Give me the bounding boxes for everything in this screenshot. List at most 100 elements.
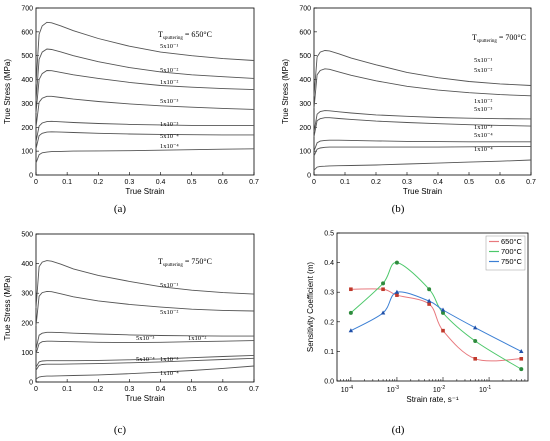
- x-tick-label: 0.5: [187, 386, 197, 393]
- y-tick-label: 0.0: [324, 379, 334, 386]
- x-tick-label: 0.6: [495, 179, 505, 186]
- x-tick-label: 0: [34, 386, 38, 393]
- y-axis-label: True Stress (MPa): [281, 59, 290, 124]
- temperature-annotation: Tsputtering = 750°C: [158, 257, 212, 268]
- series-line: [35, 365, 255, 380]
- series-line: [35, 290, 255, 326]
- temperature-annotation: Tsputtering = 700°C: [472, 33, 526, 44]
- panel-label: (a): [114, 203, 127, 215]
- series-label: 1x10⁻²: [474, 98, 492, 105]
- series-label: 5x10⁻²: [160, 309, 178, 316]
- temperature-annotation: Tsputtering = 650°C: [158, 30, 212, 41]
- x-tick-label: 10-2: [433, 385, 445, 394]
- y-tick-label: 700: [21, 6, 33, 13]
- x-tick-label: 0.1: [340, 179, 350, 186]
- x-axis-label: Strain rate, s⁻¹: [406, 395, 459, 404]
- y-tick-label: 300: [21, 101, 33, 108]
- y-axis-label: True Stress (MPa): [3, 275, 12, 340]
- x-tick-label: 0.4: [156, 386, 166, 393]
- data-point: [394, 260, 399, 265]
- data-point: [519, 357, 524, 361]
- data-point: [519, 349, 524, 353]
- y-tick-label: 700: [299, 6, 311, 13]
- x-tick-label: 0.6: [218, 386, 228, 393]
- series-label: 5x10⁻²: [160, 67, 178, 74]
- y-tick-label: 0: [307, 173, 311, 180]
- series-line: [350, 288, 522, 362]
- panel-label: (b): [392, 203, 405, 215]
- y-tick-label: 0.5: [324, 231, 334, 238]
- series-label: 1x10⁻³: [474, 124, 492, 131]
- y-tick-label: 200: [299, 125, 311, 132]
- series-label: 5x10⁻²: [474, 67, 492, 74]
- data-point: [395, 293, 399, 297]
- data-point: [473, 325, 478, 330]
- y-tick-label: 400: [21, 261, 33, 268]
- series-line: [35, 148, 255, 164]
- y-axis-label: True Stress (MPa): [3, 59, 12, 124]
- series-line: [35, 48, 255, 102]
- y-tick-label: 100: [21, 149, 33, 156]
- data-point: [519, 367, 524, 372]
- legend-box: [485, 235, 526, 271]
- chart-panel-b: 0 0.1 0.2 0.3 0.4 0.5 0.6 0.7 0 100 200 300 400 500 60…: [281, 6, 536, 216]
- data-point: [427, 302, 431, 306]
- series-line: [35, 21, 255, 85]
- y-tick-label: 0.4: [324, 260, 334, 267]
- series-line: [313, 145, 532, 157]
- y-tick-label: 0: [29, 173, 33, 180]
- panel-label: (d): [392, 424, 405, 436]
- x-tick-label: 0.7: [249, 386, 259, 393]
- series-label: 1x10⁻²: [160, 79, 178, 86]
- series-line: [313, 159, 532, 171]
- y-tick-label: 200: [21, 320, 33, 327]
- x-tick-label: 0.3: [402, 179, 412, 186]
- series-line: [35, 120, 254, 142]
- series-label: 5x10⁻⁴: [160, 133, 179, 140]
- y-axis-label: Sensitivity Coefficient (m): [306, 262, 315, 352]
- x-tick-label: 10-4: [341, 385, 353, 394]
- series-line: [35, 354, 255, 368]
- x-axis-label: True Strain: [403, 187, 442, 196]
- x-tick-label: 0.2: [93, 179, 103, 186]
- series-line: [35, 131, 254, 149]
- y-tick-label: 100: [299, 149, 311, 156]
- x-tick-label: 0.3: [125, 386, 135, 393]
- series-label: 1x10⁻³: [160, 356, 178, 363]
- series-label: 5x10⁻³: [474, 106, 492, 113]
- chart-panel-a: 0 0.1 0.2 0.3 0.4 0.5 0.6 0.7 0 100 200 300 400 500 60…: [3, 6, 259, 216]
- chart-panel-c: 0 0.1 0.2 0.3 0.4 0.5 0.6 0.7 0 100 200 300 400 500 Tr…: [3, 232, 259, 437]
- y-tick-label: 0.1: [324, 349, 334, 356]
- series-line: [35, 331, 254, 350]
- series-label: 1x10⁻⁴: [160, 370, 179, 377]
- legend-entry: 750°C: [501, 257, 523, 266]
- series-line: [313, 110, 532, 133]
- x-axis-label: True Strain: [125, 394, 164, 403]
- x-tick-label: 0.1: [62, 386, 72, 393]
- x-tick-label: 0.7: [249, 179, 259, 186]
- series-line: [35, 260, 255, 309]
- y-tick-label: 500: [299, 53, 311, 60]
- series-label: 5x10⁻¹: [160, 43, 178, 50]
- data-point: [426, 298, 432, 303]
- y-tick-label: 500: [21, 53, 33, 60]
- series-label: 1x10⁻²: [188, 335, 206, 342]
- x-tick-label: 0.6: [218, 179, 228, 186]
- x-tick-label: 0.4: [433, 179, 443, 186]
- data-point: [394, 289, 400, 294]
- plot-frame: [35, 7, 255, 176]
- x-tick-label: 0.2: [371, 179, 381, 186]
- data-point: [349, 287, 353, 292]
- series-line: [35, 95, 255, 128]
- x-axis-label: True Strain: [125, 187, 164, 196]
- x-tick-label: 0: [34, 179, 38, 186]
- legend-entry: 700°C: [501, 247, 523, 256]
- legend-entry: 650°C: [501, 237, 523, 246]
- series-line: [313, 117, 532, 137]
- data-point: [348, 328, 354, 333]
- x-tick-label: 0.5: [464, 179, 474, 186]
- chart-panel-d: 0.0 0.1 0.2 0.3 0.4 0.5 10-4 10-3 10-2 10-1 Strain…: [306, 231, 529, 436]
- y-tick-label: 500: [21, 232, 33, 239]
- series-label: 1x10⁻⁴: [160, 143, 179, 150]
